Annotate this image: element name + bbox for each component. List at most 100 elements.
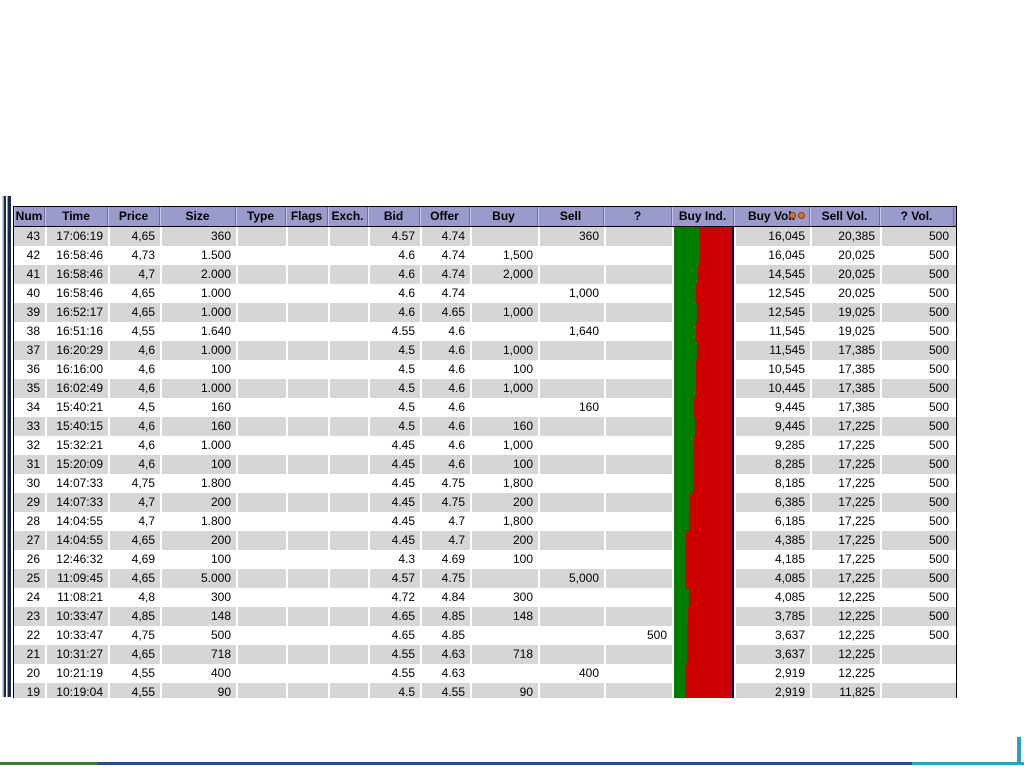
column-header-bid[interactable]: Bid <box>368 207 420 226</box>
column-header-buy_vol[interactable]: Buy Vol. <box>734 207 810 226</box>
table-row[interactable]: 30 14:07:33 4,75 1.800 4.45 4.75 1,800 8,185 17,… <box>14 474 956 493</box>
cell-price: 4,8 <box>108 588 160 607</box>
cell-time: 15:32:21 <box>45 436 108 455</box>
table-row[interactable]: 32 15:32:21 4,6 1.000 4.45 4.6 1,000 9,285 17,22… <box>14 436 956 455</box>
cell-exch <box>328 284 368 303</box>
cell-price: 4,6 <box>108 436 160 455</box>
cell-size: 360 <box>160 227 236 246</box>
table-row[interactable]: 29 14:07:33 4,7 200 4.45 4.75 200 6,385 17,225 50… <box>14 493 956 512</box>
cell-buy <box>470 664 538 683</box>
table-row[interactable]: 39 16:52:17 4,65 1.000 4.6 4.65 1,000 12,545 19,… <box>14 303 956 322</box>
table-row[interactable]: 41 16:58:46 4,7 2.000 4.6 4.74 2,000 14,545 20,0… <box>14 265 956 284</box>
cell-buyind <box>672 626 734 645</box>
table-row[interactable]: 24 11:08:21 4,8 300 4.72 4.84 300 4,085 12,225 50… <box>14 588 956 607</box>
cell-buy_vol: 12,545 <box>734 303 810 322</box>
cell-sell_vol: 17,385 <box>810 379 880 398</box>
cell-buy_vol: 9,445 <box>734 398 810 417</box>
indicator-border-line <box>732 417 734 436</box>
cell-sell: 5,000 <box>538 569 604 588</box>
column-header-size[interactable]: Size <box>160 207 236 226</box>
cell-q <box>604 246 672 265</box>
table-row[interactable]: 19 10:19:04 4,55 90 4.5 4.55 90 2,919 11,825 <box>14 683 956 698</box>
table-row[interactable]: 21 10:31:27 4,65 718 4.55 4.63 718 3,637 12,225 <box>14 645 956 664</box>
column-header-exch[interactable]: Exch. <box>328 207 368 226</box>
table-row[interactable]: 35 16:02:49 4,6 1.000 4.5 4.6 1,000 10,445 17,38… <box>14 379 956 398</box>
table-row[interactable]: 22 10:33:47 4,75 500 4.65 4.85 500 3,637 12,225 5… <box>14 626 956 645</box>
table-row[interactable]: 42 16:58:46 4,73 1.500 4.6 4.74 1,500 16,045 20,… <box>14 246 956 265</box>
cell-buy <box>470 284 538 303</box>
table-row[interactable]: 37 16:20:29 4,6 1.000 4.5 4.6 1,000 11,545 17,38… <box>14 341 956 360</box>
column-header-buyind[interactable]: Buy Ind. <box>672 207 734 226</box>
cell-buy_vol: 9,285 <box>734 436 810 455</box>
sell-ratio-bar-red <box>685 550 732 569</box>
cell-offer: 4.6 <box>420 341 470 360</box>
cell-q <box>604 569 672 588</box>
cell-price: 4,65 <box>108 227 160 246</box>
table-row[interactable]: 40 16:58:46 4,65 1.000 4.6 4.74 1,000 12,545 20,… <box>14 284 956 303</box>
cell-exch <box>328 588 368 607</box>
table-row[interactable]: 43 17:06:19 4,65 360 4.57 4.74 360 16,045 20,385… <box>14 227 956 246</box>
column-header-type[interactable]: Type <box>236 207 286 226</box>
table-row[interactable]: 23 10:33:47 4,85 148 4.65 4.85 148 3,785 12,225 5… <box>14 607 956 626</box>
cell-q <box>604 531 672 550</box>
cell-buy: 160 <box>470 417 538 436</box>
column-header-time[interactable]: Time <box>45 207 108 226</box>
table-row[interactable]: 36 16:16:00 4,6 100 4.5 4.6 100 10,545 17,385 500 <box>14 360 956 379</box>
column-header-flags[interactable]: Flags <box>286 207 328 226</box>
column-header-q_vol[interactable]: ? Vol. <box>880 207 954 226</box>
cell-q <box>604 360 672 379</box>
cell-buyind <box>672 398 734 417</box>
cell-size: 1.000 <box>160 379 236 398</box>
table-row[interactable]: 33 15:40:15 4,6 160 4.5 4.6 160 9,445 17,225 500 <box>14 417 956 436</box>
cell-size: 300 <box>160 588 236 607</box>
cell-buyind <box>672 436 734 455</box>
cell-sell_vol: 17,225 <box>810 493 880 512</box>
table-row[interactable]: 26 12:46:32 4,69 100 4.3 4.69 100 4,185 17,225 50… <box>14 550 956 569</box>
column-header-num[interactable]: Num <box>14 207 45 226</box>
cell-q_vol: 500 <box>880 246 954 265</box>
window-splitter-handle[interactable] <box>2 196 11 697</box>
cell-sell_vol: 19,025 <box>810 303 880 322</box>
cell-type <box>236 588 286 607</box>
cell-bid: 4.5 <box>368 683 420 698</box>
indicator-border-line <box>732 531 734 550</box>
background-window-corner[interactable] <box>1017 737 1021 765</box>
cell-size: 1.800 <box>160 512 236 531</box>
cell-q_vol: 500 <box>880 531 954 550</box>
cell-bid: 4.5 <box>368 398 420 417</box>
cell-offer: 4.69 <box>420 550 470 569</box>
table-row[interactable]: 38 16:51:16 4,55 1.640 4.55 4.6 1,640 11,545 19,… <box>14 322 956 341</box>
cell-buy: 1,000 <box>470 341 538 360</box>
table-row[interactable]: 25 11:09:45 4,65 5.000 4.57 4.75 5,000 4,085 17,… <box>14 569 956 588</box>
buy-ratio-bar-green <box>674 493 690 512</box>
cell-flags <box>286 683 328 698</box>
table-row[interactable]: 20 10:21:19 4,55 400 4.55 4.63 400 2,919 12,225 <box>14 664 956 683</box>
column-header-sell[interactable]: Sell <box>538 207 604 226</box>
cell-exch <box>328 626 368 645</box>
cell-time: 16:58:46 <box>45 284 108 303</box>
cell-q <box>604 303 672 322</box>
table-row[interactable]: 28 14:04:55 4,7 1.800 4.45 4.7 1,800 6,185 17,22… <box>14 512 956 531</box>
column-header-offer[interactable]: Offer <box>420 207 470 226</box>
cell-num: 42 <box>26 248 40 262</box>
cell-num: 39 <box>26 305 40 319</box>
cell-buy_vol: 4,085 <box>734 588 810 607</box>
cell-offer: 4.6 <box>420 322 470 341</box>
table-row[interactable]: 34 15:40:21 4,5 160 4.5 4.6 160 9,445 17,385 500 <box>14 398 956 417</box>
cell-flags <box>286 398 328 417</box>
cell-size: 400 <box>160 664 236 683</box>
cell-sell_vol: 12,225 <box>810 607 880 626</box>
table-row[interactable]: 27 14:04:55 4,65 200 4.45 4.7 200 4,385 17,225 50… <box>14 531 956 550</box>
table-row[interactable]: 31 15:20:09 4,6 100 4.45 4.6 100 8,285 17,225 500 <box>14 455 956 474</box>
column-header-price[interactable]: Price <box>108 207 160 226</box>
cell-buy: 200 <box>470 531 538 550</box>
cell-price: 4,65 <box>108 303 160 322</box>
cell-size: 100 <box>160 360 236 379</box>
cell-buy: 1,000 <box>470 303 538 322</box>
sell-ratio-bar-red <box>696 379 732 398</box>
column-header-buy[interactable]: Buy <box>470 207 538 226</box>
column-header-q[interactable]: ? <box>604 207 672 226</box>
column-header-sell_vol[interactable]: Sell Vol. <box>810 207 880 226</box>
cell-buy: 90 <box>470 683 538 698</box>
cell-type <box>236 341 286 360</box>
